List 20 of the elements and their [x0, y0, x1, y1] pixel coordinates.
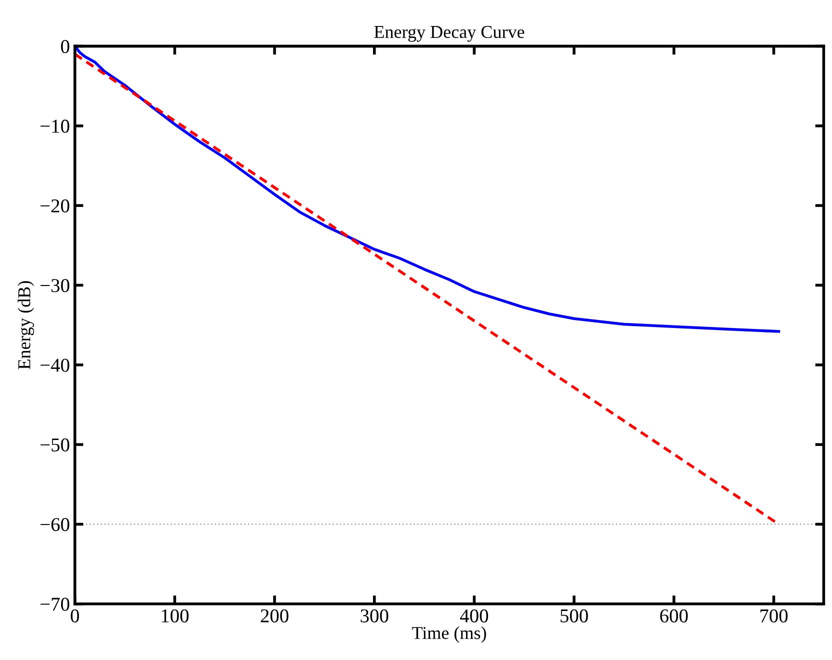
y-tick-label: −60: [40, 518, 70, 532]
x-tick-label: 100: [162, 609, 189, 622]
x-tick-label: 600: [660, 609, 688, 622]
y-tick-label: 0: [61, 40, 70, 54]
y-tick-label: −20: [40, 199, 70, 212]
x-tick-label: 700: [760, 609, 788, 622]
chart-title: Energy Decay Curve: [374, 26, 524, 42]
x-tick-label: 300: [360, 609, 388, 622]
x-tick-label: 500: [560, 609, 588, 622]
x-axis-title: Time (ms): [412, 626, 486, 643]
x-tick-label: 0: [70, 609, 79, 622]
y-tick-label: −30: [40, 279, 70, 292]
y-tick-label: −50: [40, 438, 70, 452]
x-tick-label: 400: [460, 609, 488, 622]
y-tick-label: −70: [40, 598, 70, 611]
x-tick-label: 200: [260, 609, 288, 622]
y-axis-title: Energy (dB): [18, 281, 34, 370]
line-series: [74, 46, 780, 333]
y-tick-label: −10: [40, 120, 70, 133]
y-tick-label: −40: [40, 358, 70, 372]
